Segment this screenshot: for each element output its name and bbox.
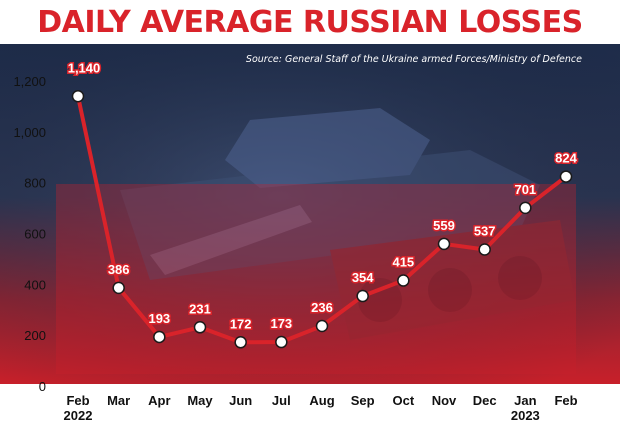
data-point	[315, 319, 329, 333]
data-label: 537	[474, 224, 496, 239]
image-panel	[0, 44, 620, 384]
x-tick-label: Jan	[514, 393, 536, 408]
x-tick-label: Jun	[229, 393, 252, 408]
data-point	[356, 289, 369, 303]
data-point	[112, 281, 125, 295]
y-axis: 0 200 400 600 800 1,000 1,200	[13, 74, 46, 394]
data-label: 354	[352, 270, 374, 285]
y-tick-label: 800	[24, 176, 46, 191]
data-point	[478, 243, 491, 256]
data-point	[275, 335, 288, 349]
y-tick-label: 600	[24, 227, 46, 242]
data-label: 824	[555, 151, 577, 166]
panel-red-overlay	[56, 184, 576, 374]
chart-title: DAILY AVERAGE RUSSIAN LOSSES	[37, 5, 582, 40]
x-tick-label: Oct	[392, 393, 414, 408]
data-points	[71, 90, 573, 349]
source-note: Source: General Staff of the Ukraine arm…	[246, 54, 582, 65]
x-tick-year-label: 2022	[64, 408, 93, 423]
y-tick-label: 1,200	[13, 74, 46, 89]
x-tick-label: Sep	[351, 393, 375, 408]
x-tick-label: Feb	[554, 393, 577, 408]
data-label: 236	[311, 300, 333, 315]
data-labels: 1,140 386 193 231 172 173 236 354 415 559 537 701 82…	[66, 59, 579, 333]
data-label: 701	[514, 182, 536, 197]
y-tick-label: 400	[24, 277, 46, 292]
y-tick-label: 0	[39, 379, 46, 394]
x-tick-label: Apr	[148, 393, 170, 408]
data-label: 173	[270, 316, 292, 331]
x-tick-label: Jul	[272, 393, 291, 408]
data-label: 172	[230, 316, 252, 331]
data-point	[234, 336, 247, 349]
tank-illustration-icon	[120, 108, 575, 340]
data-label: 559	[433, 218, 455, 233]
x-tick-label: Mar	[107, 393, 130, 408]
data-point	[559, 170, 573, 183]
x-tick-label: Dec	[473, 393, 497, 408]
data-point	[153, 330, 166, 344]
data-label: 1,140	[68, 60, 101, 75]
x-tick-label: Feb	[66, 393, 89, 408]
data-label: 193	[148, 311, 170, 326]
data-point	[397, 274, 410, 287]
x-tick-label: Nov	[432, 393, 457, 408]
data-point	[71, 90, 85, 103]
x-tick-label: May	[187, 393, 213, 408]
y-tick-label: 200	[24, 328, 46, 343]
x-tick-label: Aug	[309, 393, 334, 408]
y-tick-label: 1,000	[13, 125, 46, 140]
data-point	[519, 201, 532, 215]
data-label: 415	[392, 255, 414, 270]
data-point	[193, 321, 207, 334]
data-label: 231	[189, 301, 211, 316]
data-point	[437, 237, 451, 251]
x-tick-year-label: 2023	[511, 408, 540, 423]
data-label: 386	[108, 262, 130, 277]
